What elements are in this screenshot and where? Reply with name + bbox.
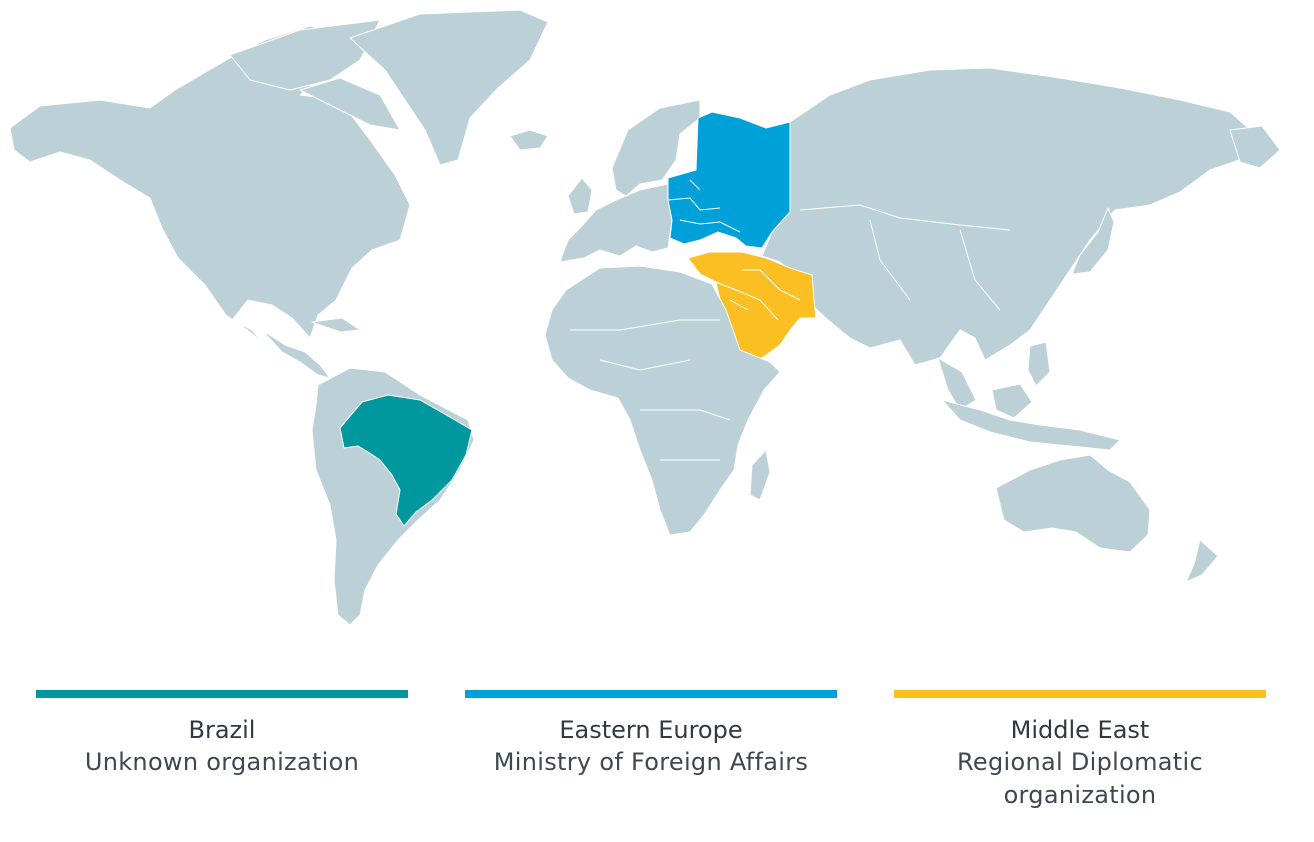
legend-bar-eastern-europe — [465, 690, 837, 698]
legend-item-middle-east: Middle East Regional Diplomatic organiza… — [894, 690, 1266, 812]
kamchatka — [1229, 125, 1281, 169]
north-america — [9, 25, 411, 343]
iceland — [509, 129, 549, 151]
borneo — [991, 383, 1033, 419]
legend-item-eastern-europe: Eastern Europe Ministry of Foreign Affai… — [465, 690, 837, 779]
australia — [995, 454, 1151, 553]
caribbean — [311, 317, 361, 333]
arctic-islands — [229, 19, 381, 91]
legend-bar-middle-east — [894, 690, 1266, 698]
madagascar — [749, 449, 771, 501]
greenland — [349, 9, 549, 166]
scandinavia — [611, 99, 701, 197]
eastern-europe-region — [667, 111, 791, 249]
central-america — [261, 329, 331, 379]
brazil-region — [339, 394, 473, 527]
asia — [761, 67, 1263, 366]
legend-item-brazil: Brazil Unknown organization — [36, 690, 408, 779]
indonesia — [941, 399, 1121, 451]
philippines — [1027, 341, 1051, 387]
southeast-asia — [937, 357, 977, 411]
legend-organization: Unknown organization — [84, 748, 360, 776]
legend-organization: Ministry of Foreign Affairs — [493, 748, 809, 776]
legend-region-name: Brazil — [188, 716, 256, 744]
japan — [1071, 207, 1115, 275]
legend-region-name: Eastern Europe — [559, 716, 743, 744]
arctic-islands-2 — [299, 77, 401, 131]
legend-bar-brazil — [36, 690, 408, 698]
legend-region-name: Middle East — [1010, 716, 1150, 744]
world-map — [9, 9, 1281, 626]
new-zealand — [1185, 539, 1219, 583]
africa — [544, 265, 781, 536]
legend-organization: Regional Diplomatic organization — [957, 748, 1203, 809]
uk — [567, 177, 593, 215]
